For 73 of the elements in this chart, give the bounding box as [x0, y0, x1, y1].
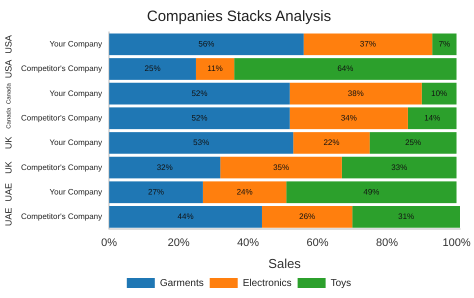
x-tick-label: 80%: [376, 236, 398, 249]
bar: [352, 206, 460, 228]
data-label: 10%: [431, 88, 448, 98]
data-label: 24%: [236, 187, 253, 196]
data-label: 14%: [424, 113, 440, 122]
bar: [342, 156, 457, 178]
data-label: 64%: [337, 64, 354, 74]
bar: [109, 107, 290, 130]
text: USA: [3, 60, 14, 78]
data-label: 31%: [398, 212, 414, 222]
text: UAE: [3, 208, 14, 226]
data-label: 27%: [148, 187, 164, 196]
x-tick-label: 20%: [168, 236, 190, 249]
y-tick-label: Your Company: [49, 88, 102, 98]
y-tick-label: Competitor's Company: [20, 113, 102, 122]
bar: [109, 58, 196, 80]
data-label: 44%: [178, 212, 194, 222]
bar: [109, 181, 203, 204]
legend-label: Garments: [160, 278, 204, 289]
bar: [293, 132, 370, 154]
text: UK: [3, 136, 14, 150]
y-tick-label: Your Company: [49, 40, 102, 49]
x-tick-label: 100%: [442, 236, 471, 249]
bar: [286, 181, 457, 204]
data-label: 38%: [348, 88, 364, 98]
y-tick-label: Your Company: [49, 187, 102, 196]
x-tick-label: 60%: [306, 236, 329, 249]
y-tick-label: Competitor's Company: [20, 162, 102, 172]
bar: [408, 107, 457, 130]
x-tick-label: 0%: [101, 236, 118, 249]
bar: [432, 33, 457, 56]
y-tick-label: Competitor's Company: [20, 64, 102, 74]
legend-label: Electronics: [242, 278, 292, 289]
bar: [290, 107, 408, 130]
data-label: 52%: [191, 113, 208, 122]
data-label: 52%: [191, 88, 208, 98]
legend-label: Toys: [330, 278, 352, 289]
x-tick-label: 40%: [237, 236, 260, 249]
data-label: 49%: [363, 187, 380, 196]
text: UK: [3, 161, 14, 174]
data-label: 56%: [198, 40, 214, 49]
data-label: 26%: [299, 212, 316, 222]
data-label: 35%: [273, 162, 290, 172]
x-axis-title: Sales: [268, 256, 302, 271]
bar: [370, 132, 457, 154]
data-label: 11%: [207, 64, 223, 74]
y-tick-label: Your Company: [49, 138, 102, 148]
chart-title: Companies Stacks Analysis: [146, 8, 332, 26]
bar: [234, 58, 457, 80]
bar: [196, 58, 234, 80]
bar: [304, 33, 432, 56]
data-label: 25%: [405, 138, 422, 148]
bar: [109, 206, 262, 228]
bar: [262, 206, 352, 228]
data-label: 25%: [144, 64, 161, 74]
bar: [220, 156, 342, 178]
bar: [422, 82, 457, 104]
bar: [202, 181, 286, 204]
bar: [109, 156, 220, 178]
data-label: 22%: [323, 138, 340, 148]
data-label: 7%: [438, 40, 450, 49]
bar: [109, 33, 304, 56]
bar: [109, 132, 294, 154]
data-label: 34%: [340, 113, 357, 122]
text: UAE: [3, 182, 14, 202]
data-label: 32%: [156, 162, 173, 172]
data-label: 33%: [391, 162, 408, 172]
data-label: 37%: [360, 40, 376, 49]
y-tick-label: Competitor's Company: [20, 212, 102, 222]
bar: [290, 82, 422, 104]
bar: [109, 82, 290, 104]
data-label: 53%: [193, 138, 210, 148]
text: USA: [3, 35, 14, 54]
